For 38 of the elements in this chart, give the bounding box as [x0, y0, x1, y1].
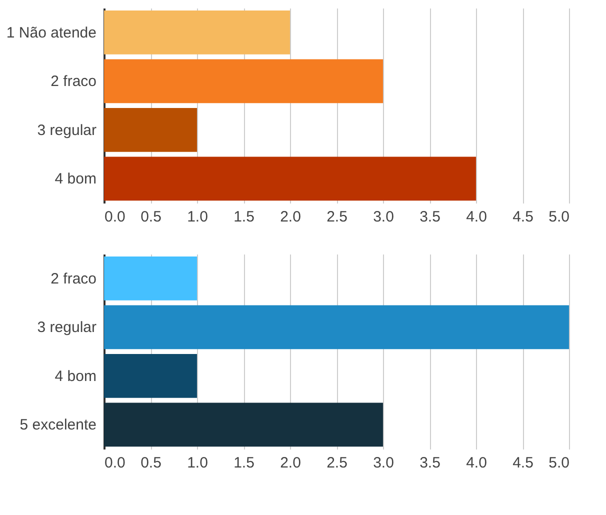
x-tick-label: 0.5: [140, 208, 162, 226]
x-tick-label: 0.0: [104, 208, 126, 226]
bar: [104, 108, 197, 152]
x-tick-label: 3.0: [373, 208, 394, 226]
y-tick-label: 3 regular: [37, 122, 97, 139]
x-tick-label: 3.0: [373, 454, 394, 472]
x-tick-label: 0.0: [104, 454, 126, 472]
x-tick-label: 2.5: [326, 208, 348, 226]
x-tick-label: 1.0: [187, 208, 208, 226]
bar: [104, 256, 197, 300]
bar: [104, 10, 290, 54]
x-tick-label: 4.5: [512, 208, 534, 226]
x-tick-label: 1.0: [187, 454, 208, 472]
y-tick-label: 4 bom: [54, 368, 96, 385]
x-tick-label: 2.0: [280, 208, 301, 226]
bar: [104, 305, 569, 350]
x-tick-label: 5.0: [548, 454, 570, 472]
x-tick-label: 4.0: [466, 454, 487, 472]
x-tick-label: 4.5: [512, 454, 534, 472]
x-tick-label: 2.0: [280, 454, 301, 472]
x-tick-label: 3.5: [420, 454, 440, 472]
bar: [104, 354, 197, 398]
x-tick-label: 5.0: [548, 208, 570, 226]
y-tick-label: 5 excelente: [20, 416, 96, 434]
y-tick-label: 1 Não atende: [6, 24, 96, 42]
x-tick-label: 0.5: [140, 454, 162, 472]
x-tick-label: 1.5: [234, 208, 254, 226]
y-tick-label: 3 regular: [37, 319, 97, 336]
x-tick-label: 3.5: [420, 208, 440, 226]
x-tick-label: 2.5: [326, 454, 348, 472]
y-tick-label: 2 fraco: [50, 73, 96, 90]
bar: [104, 59, 383, 104]
y-tick-label: 2 fraco: [50, 270, 96, 288]
x-tick-label: 4.0: [466, 208, 487, 226]
x-tick-label: 1.5: [234, 454, 254, 472]
bar: [104, 156, 476, 201]
y-tick-label: 4 bom: [54, 170, 96, 188]
bar: [104, 402, 383, 447]
